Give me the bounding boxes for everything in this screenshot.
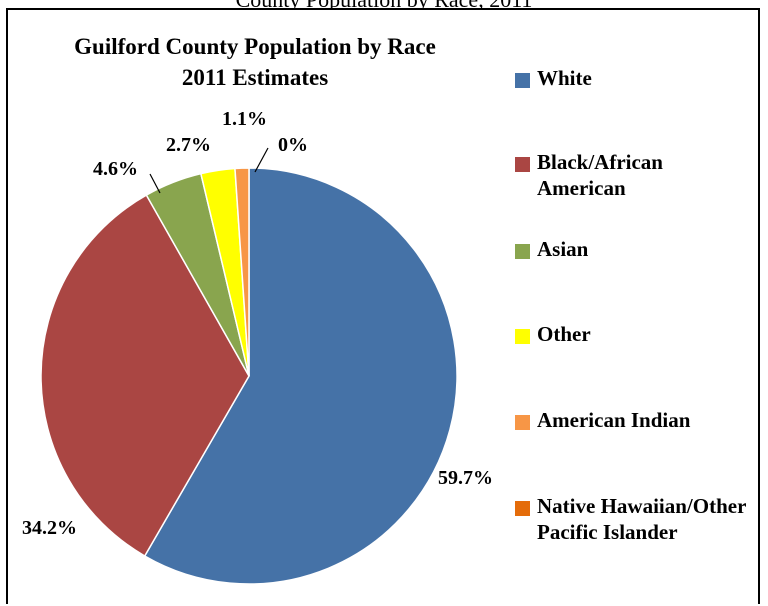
data-label-asian: 4.6%	[93, 158, 138, 180]
legend-swatch	[515, 501, 530, 516]
data-label-white: 59.7%	[438, 467, 493, 489]
legend-label: American Indian	[537, 408, 691, 432]
pie-slice-white	[143, 167, 458, 585]
data-label-black-african-american: 34.2%	[22, 517, 77, 539]
data-label-other: 2.7%	[166, 134, 211, 156]
legend-swatch	[515, 244, 530, 259]
legend-label: Black/African American	[537, 150, 663, 200]
legend-swatch	[515, 157, 530, 172]
data-label-american-indian: 1.1%	[222, 108, 267, 130]
legend-label: Native Hawaiian/Other Pacific Islander	[537, 494, 747, 544]
legend-label: White	[537, 66, 592, 90]
legend-swatch	[515, 73, 530, 88]
pie-slice-american-indian	[234, 167, 250, 377]
leader-line-native-hawaiian-other-pacific-islander	[254, 147, 269, 173]
chart-subtitle: 2011 Estimates	[181, 65, 329, 90]
leader-line-asian	[149, 173, 161, 194]
data-label-native-hawaiian-other-pacific-islander: 0%	[278, 134, 308, 156]
legend-label: Other	[537, 322, 591, 346]
legend-swatch	[515, 415, 530, 430]
chart-title: Guilford County Population by Race	[74, 34, 436, 59]
legend-label: Asian	[537, 237, 589, 261]
legend-swatch	[515, 329, 530, 344]
